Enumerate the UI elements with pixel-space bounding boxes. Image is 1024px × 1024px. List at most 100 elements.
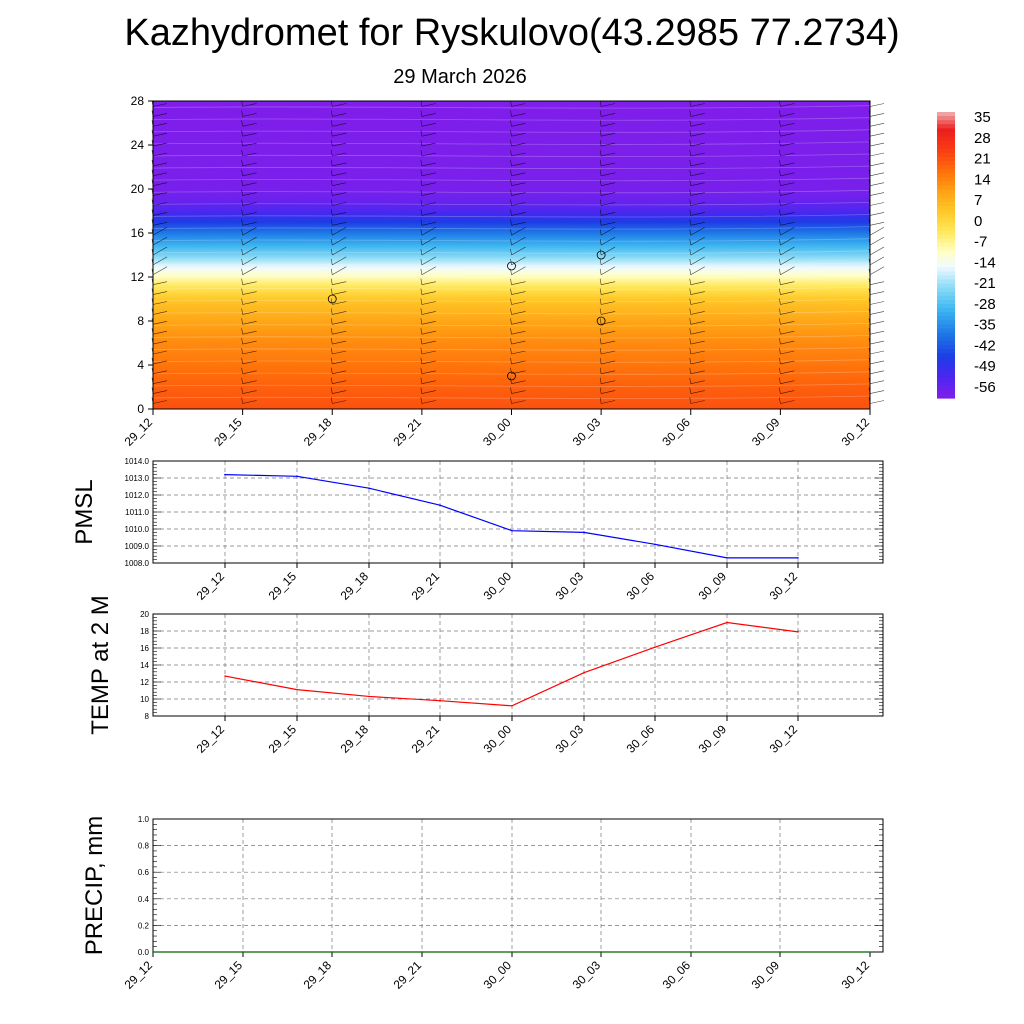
- wind-barb: [868, 169, 885, 177]
- wind-barb: [599, 387, 616, 394]
- wind-barb: [599, 246, 616, 256]
- temperature-contour: [152, 274, 871, 278]
- wind-barb: [599, 256, 616, 266]
- wind-barb: [420, 209, 436, 216]
- wind-barb: [689, 219, 705, 226]
- temperature-contour: [152, 177, 871, 182]
- wind-barb: [510, 278, 526, 285]
- wind-barb: [689, 298, 705, 305]
- wind-barb: [599, 298, 616, 305]
- wind-barb: [510, 226, 526, 236]
- colorbar-swatch: [937, 152, 955, 158]
- precip-data-point: [331, 951, 333, 953]
- y-tick-label: 16: [140, 644, 149, 653]
- colorbar-swatch: [937, 393, 955, 399]
- calm-wind-circle: [507, 261, 516, 271]
- wind-barb: [420, 357, 436, 365]
- colorbar-label: -28: [974, 296, 996, 313]
- x-tick-label: 30_00: [481, 958, 515, 992]
- wind-barb: [779, 149, 795, 157]
- precip-data-point: [779, 951, 781, 953]
- wind-barb: [241, 328, 257, 335]
- y-tick-label: 18: [140, 627, 149, 636]
- wind-barb: [868, 140, 885, 147]
- wind-barb: [868, 278, 885, 285]
- wind-barb: [241, 246, 257, 256]
- temp-2m-series-line: [224, 621, 799, 707]
- wind-barb: [420, 338, 436, 345]
- wind-barb: [420, 110, 436, 117]
- colorbar-swatch: [937, 377, 955, 383]
- x-tick-label: 30_06: [624, 722, 658, 756]
- y-tick-label: 0.8: [138, 842, 150, 851]
- wind-barb: [779, 236, 795, 246]
- wind-barb: [241, 318, 257, 325]
- wind-barb: [330, 308, 347, 315]
- precip-data-point: [511, 951, 513, 953]
- y-tick-label: 20: [140, 610, 149, 619]
- temperature-contour: [152, 214, 871, 218]
- wind-barb: [868, 199, 885, 206]
- x-tick-label: 30_09: [749, 958, 783, 992]
- x-tick-label: 29_15: [212, 958, 246, 992]
- wind-barb: [868, 209, 885, 216]
- colorbar-swatch: [937, 201, 955, 207]
- wind-barb: [510, 179, 526, 186]
- wind-barb: [241, 130, 257, 137]
- wind-barb: [510, 130, 526, 137]
- wind-barb: [330, 130, 347, 137]
- cross-section-panel: 0 4 8 12 16 20 24 28 29_12 29_15 29_18 29_21 30_00 30…: [122, 94, 996, 449]
- wind-barb: [420, 246, 437, 256]
- colorbar-swatch: [937, 124, 955, 129]
- wind-barb: [510, 199, 526, 206]
- x-tick-label: 30_12: [839, 958, 873, 992]
- wind-barb: [599, 159, 616, 167]
- x-tick-label: 29_12: [122, 415, 156, 449]
- wind-barb: [420, 120, 436, 127]
- colorbar-label: -56: [974, 379, 996, 396]
- wind-barb: [330, 256, 347, 266]
- wind-barb: [868, 318, 885, 325]
- pmsl-data-point: [726, 557, 728, 559]
- wind-barb: [330, 236, 347, 246]
- y-tick-label: 1012.0: [125, 491, 150, 500]
- colorbar-swatch: [937, 312, 955, 317]
- temperature-contour: [152, 105, 871, 109]
- precip-data-point: [242, 951, 244, 953]
- wind-barb: [868, 179, 885, 186]
- x-tick-label: 30_03: [553, 722, 587, 756]
- temperature-contour: [152, 141, 871, 145]
- wind-barb: [868, 347, 885, 355]
- wind-barb: [868, 236, 885, 246]
- colorbar-swatch: [937, 128, 955, 134]
- colorbar-label: 28: [974, 130, 991, 147]
- temperature-contour: [152, 298, 871, 303]
- wind-barb: [689, 199, 705, 206]
- colorbar-swatch: [937, 144, 955, 150]
- colorbar-swatch: [937, 332, 955, 338]
- x-tick-label: 30_09: [696, 722, 730, 756]
- temperature-contour: [152, 323, 871, 327]
- wind-barb: [599, 110, 616, 117]
- calm-wind-circle: [596, 316, 606, 326]
- colorbar-swatch: [937, 132, 955, 138]
- y-tick-label: 20: [131, 182, 145, 196]
- wind-barb: [599, 140, 616, 147]
- colorbar-swatch: [937, 275, 955, 281]
- wind-barb: [689, 266, 705, 276]
- colorbar-label: 14: [974, 171, 991, 188]
- colorbar-swatch: [937, 291, 955, 297]
- wind-barb: [241, 256, 257, 266]
- pmsl-data-point: [368, 487, 370, 490]
- wind-barb: [689, 246, 705, 256]
- pmsl-data-point: [511, 529, 513, 532]
- wind-barb: [779, 328, 795, 335]
- temp-2m-data-point: [224, 675, 226, 677]
- colorbar-swatch: [937, 369, 955, 375]
- wind-barb: [779, 357, 795, 365]
- wind-barb: [510, 246, 526, 256]
- y-tick-label: 0.0: [138, 948, 150, 957]
- colorbar-swatch: [937, 156, 955, 162]
- calm-wind-circle: [507, 371, 516, 381]
- x-tick-label: 30_03: [570, 958, 604, 992]
